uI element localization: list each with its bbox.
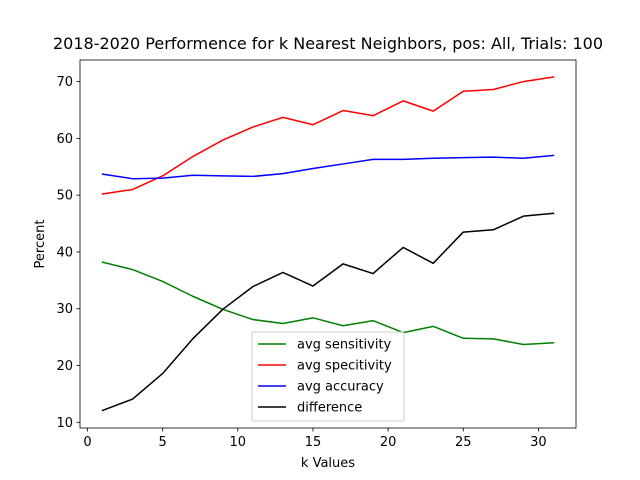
legend-label-difference: difference — [297, 401, 362, 416]
legend-label-avg-accuracy: avg accuracy — [297, 380, 384, 395]
legend: avg sensitivity avg specitivity avg accura… — [251, 331, 405, 422]
chart-title: 2018-2020 Performence for k Nearest Neig… — [53, 34, 603, 53]
series-line-avg-specitivity — [101, 76, 555, 195]
x-tick-label: 10 — [230, 435, 247, 450]
x-axis-label: k Values — [301, 456, 355, 471]
y-axis-label: Percent — [33, 220, 48, 269]
x-tick-label: 15 — [305, 435, 322, 450]
series-line-avg-sensitivity — [101, 261, 555, 346]
y-tick-label: 20 — [56, 359, 73, 374]
y-tick-label: 40 — [56, 245, 73, 260]
y-tick-label: 60 — [56, 132, 73, 147]
series-line-avg-accuracy — [101, 154, 555, 180]
series-line-difference — [101, 212, 555, 412]
plot-area: 0 5 10 15 20 25 30 10 20 30 40 50 60 70 avg sensitivit… — [56, 59, 577, 450]
y-tick-label: 70 — [56, 75, 73, 90]
y-tick-label: 10 — [56, 416, 73, 431]
x-tick-label: 20 — [380, 435, 397, 450]
y-tick-label: 50 — [56, 189, 73, 204]
legend-label-avg-sensitivity: avg sensitivity — [297, 338, 392, 353]
axes-frame — [79, 59, 577, 429]
x-tick-label: 5 — [159, 435, 167, 450]
x-tick-label: 30 — [530, 435, 547, 450]
x-tick-label: 0 — [83, 435, 91, 450]
x-tick-label: 25 — [455, 435, 472, 450]
legend-box — [251, 331, 405, 422]
y-tick-label: 30 — [56, 302, 73, 317]
legend-label-avg-specitivity: avg specitivity — [297, 359, 392, 374]
